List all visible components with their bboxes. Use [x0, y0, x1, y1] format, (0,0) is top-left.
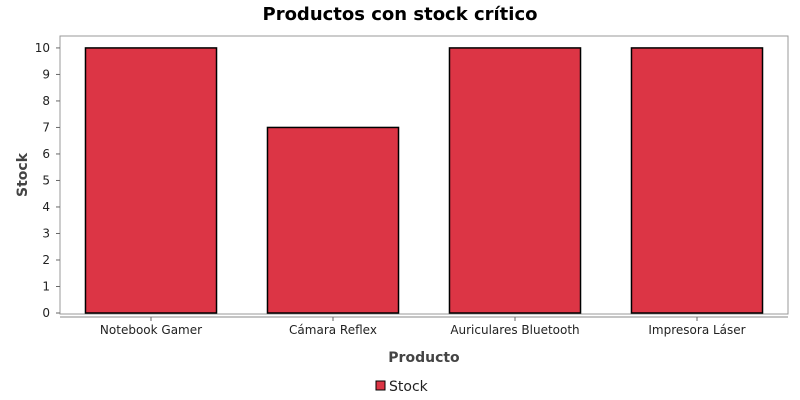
legend: Stock	[375, 379, 429, 395]
bar	[630, 47, 764, 314]
y-axis-title: Stock	[15, 152, 31, 197]
bar	[448, 47, 582, 314]
y-tick-label: 9	[42, 67, 50, 81]
y-tick-label: 6	[42, 147, 50, 161]
chart-title: Productos con stock crítico	[263, 4, 538, 25]
x-axis-title: Producto	[388, 350, 460, 366]
bar	[84, 47, 218, 314]
y-tick-label: 4	[42, 200, 50, 214]
bar	[266, 126, 400, 314]
y-tick-label: 10	[35, 41, 50, 55]
x-tick-label: Impresora Láser	[648, 323, 745, 337]
x-tick-label: Cámara Reflex	[289, 323, 377, 337]
legend-label: Stock	[389, 379, 429, 395]
y-tick-label: 3	[42, 226, 50, 240]
y-axis: 0 1 2 3 4 5 6 7 8 9 10	[35, 41, 60, 320]
x-axis: Notebook Gamer Cámara Reflex Auriculares B…	[60, 316, 788, 337]
bars	[84, 47, 764, 314]
x-tick-label: Notebook Gamer	[100, 323, 202, 337]
y-tick-label: 5	[42, 173, 50, 187]
y-tick-label: 0	[42, 306, 50, 320]
y-tick-label: 1	[42, 279, 50, 293]
y-tick-label: 2	[42, 253, 50, 267]
y-tick-label: 7	[42, 120, 50, 134]
legend-swatch	[375, 380, 386, 391]
y-tick-label: 8	[42, 94, 50, 108]
x-tick-label: Auriculares Bluetooth	[450, 323, 579, 337]
